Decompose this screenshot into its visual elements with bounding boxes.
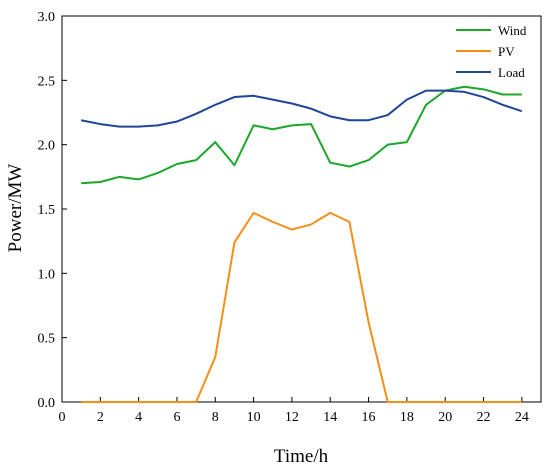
x-tick-label: 6 [173,410,180,425]
y-tick-label: 1.0 [38,267,56,282]
legend-label-wind: Wind [498,23,527,38]
x-tick-label: 24 [515,410,529,425]
y-tick-label: 2.0 [38,139,56,154]
x-tick-label: 14 [323,410,337,425]
x-tick-label: 18 [400,410,414,425]
x-axis-label: Time/h [274,446,329,467]
x-tick-label: 12 [285,410,299,425]
y-tick-label: 3.0 [38,10,56,25]
x-tick-label: 16 [362,410,376,425]
x-tick-label: 2 [97,410,104,425]
y-axis-label: Power/MW [5,164,26,253]
y-tick-label: 2.5 [38,74,56,89]
y-tick-label: 0.0 [38,396,56,411]
x-tick-label: 4 [135,410,142,425]
x-tick-label: 8 [212,410,219,425]
plot-frame [61,15,542,403]
x-tick-label: 20 [438,410,452,425]
x-tick-label: 22 [477,410,491,425]
legend-label-pv: PV [498,44,515,59]
x-tick-label: 10 [247,410,261,425]
legend: Wind PV Load [456,23,527,80]
x-tick-label: 0 [59,410,66,425]
plot-area: 0 2 4 6 8 10 12 14 16 18 20 22 240.00.51.01.52.02.53… [38,10,542,425]
legend-label-load: Load [498,65,525,80]
y-tick-label: 0.5 [38,332,56,347]
y-tick-label: 1.5 [38,203,56,218]
series-line-load [80,89,523,128]
series-line-pv [81,211,522,403]
series-line-wind [81,85,522,185]
